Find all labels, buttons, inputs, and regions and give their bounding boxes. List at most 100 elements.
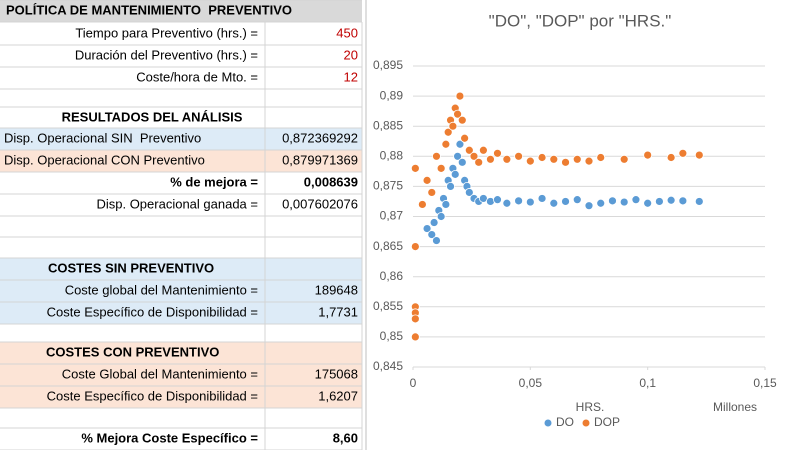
point <box>427 230 437 239</box>
cell-label: % Mejora Coste Específico = <box>81 430 258 445</box>
cell-label: Disp. Operacional CON Preventivo <box>4 152 205 167</box>
section-heading: RESULTADOS DEL ANÁLISIS <box>62 109 243 124</box>
y-tick-label: 0,85 <box>380 329 404 343</box>
point <box>422 224 432 233</box>
point <box>561 157 570 167</box>
point <box>446 181 455 191</box>
point <box>443 127 453 137</box>
point <box>493 195 502 205</box>
cell-value: 450 <box>336 25 358 40</box>
cell-label: Disp. Operacional SIN Preventivo <box>4 130 201 145</box>
cell-label: Coste Global del Mantenimiento = <box>62 366 258 381</box>
point <box>549 198 559 208</box>
point <box>678 148 688 158</box>
x-unit-label: Millones <box>713 400 757 414</box>
point <box>514 151 523 161</box>
point <box>537 153 547 162</box>
point <box>666 153 676 162</box>
y-tick-label: 0,895 <box>373 58 403 72</box>
x-tick-label: 0,15 <box>753 376 777 390</box>
cell-value: 0,007602076 <box>282 196 358 211</box>
point <box>666 195 676 205</box>
point <box>572 195 582 205</box>
y-tick-label: 0,89 <box>380 88 404 102</box>
blue-fill <box>0 258 362 324</box>
y-tick-label: 0,865 <box>373 239 403 253</box>
point <box>460 133 470 143</box>
point <box>441 200 451 209</box>
point <box>537 194 547 203</box>
point <box>448 121 458 131</box>
cell-label: Disp. Operacional ganada = <box>96 196 258 211</box>
x-axis-title: HRS. <box>576 400 605 414</box>
point <box>453 151 462 161</box>
cell-label: Coste global del Mantenimiento = <box>65 282 258 297</box>
title-fill <box>0 0 362 22</box>
point <box>549 154 559 164</box>
cell-value: 1,6207 <box>318 388 358 403</box>
x-tick-label: 0 <box>410 376 417 390</box>
cell-label: Coste Específico de Disponibilidad = <box>47 304 258 319</box>
point <box>474 157 484 167</box>
point <box>410 332 420 342</box>
cell-value: 12 <box>344 69 358 84</box>
sheet-title: POLÍTICA DE MANTENIMIENTO PREVENTIVO <box>6 2 292 17</box>
cell-label: % de mejora = <box>170 174 258 189</box>
cell-value: 20 <box>344 47 358 62</box>
point <box>455 91 465 101</box>
cell-label: Duración del Preventivo (hrs.) = <box>75 47 258 62</box>
point <box>584 201 594 211</box>
y-tick-label: 0,845 <box>373 359 403 373</box>
y-tick-label: 0,86 <box>380 269 404 283</box>
point <box>678 196 688 206</box>
point <box>427 188 437 197</box>
point <box>464 145 474 155</box>
point <box>596 153 606 162</box>
cell-value: 1,7731 <box>318 304 358 319</box>
y-tick-label: 0,855 <box>373 299 403 313</box>
point <box>457 157 467 167</box>
legend-marker <box>544 419 552 427</box>
point <box>619 154 629 164</box>
point <box>410 242 420 252</box>
legend-label: DOP <box>594 415 620 429</box>
point <box>469 151 479 161</box>
chart-title: "DO", "DOP" por "HRS." <box>489 11 672 30</box>
peach-fill <box>0 342 362 408</box>
cell-label: Coste/hora de Mto. = <box>136 69 258 84</box>
point <box>450 169 460 179</box>
point <box>596 198 606 208</box>
x-tick-label: 0,05 <box>519 376 543 390</box>
point <box>486 154 495 164</box>
legend-marker <box>582 419 590 427</box>
point <box>436 163 446 173</box>
point <box>417 200 427 209</box>
point <box>453 109 462 119</box>
x-tick-label: 0,1 <box>639 376 656 390</box>
point <box>561 197 570 206</box>
cell-label: Coste Específico de Disponibilidad = <box>47 388 258 403</box>
cell-value: 0,872369292 <box>282 130 358 145</box>
point <box>619 197 629 207</box>
point <box>502 154 512 164</box>
point <box>410 314 420 324</box>
point <box>502 198 512 208</box>
point <box>441 139 451 149</box>
blue-fill <box>0 128 362 150</box>
point <box>436 212 446 221</box>
point <box>432 236 441 245</box>
point <box>457 115 467 125</box>
section-heading: COSTES SIN PREVENTIVO <box>48 260 214 275</box>
cell-label: Tiempo para Preventivo (hrs.) = <box>75 25 258 40</box>
point <box>694 150 704 160</box>
point <box>422 175 432 185</box>
cell-value: 175068 <box>315 366 358 381</box>
point <box>631 195 641 205</box>
cell-value: 8,60 <box>333 430 358 445</box>
point <box>429 218 439 227</box>
point <box>655 197 664 206</box>
point <box>572 154 582 164</box>
point <box>464 188 474 197</box>
point <box>643 150 653 160</box>
point <box>608 196 617 206</box>
